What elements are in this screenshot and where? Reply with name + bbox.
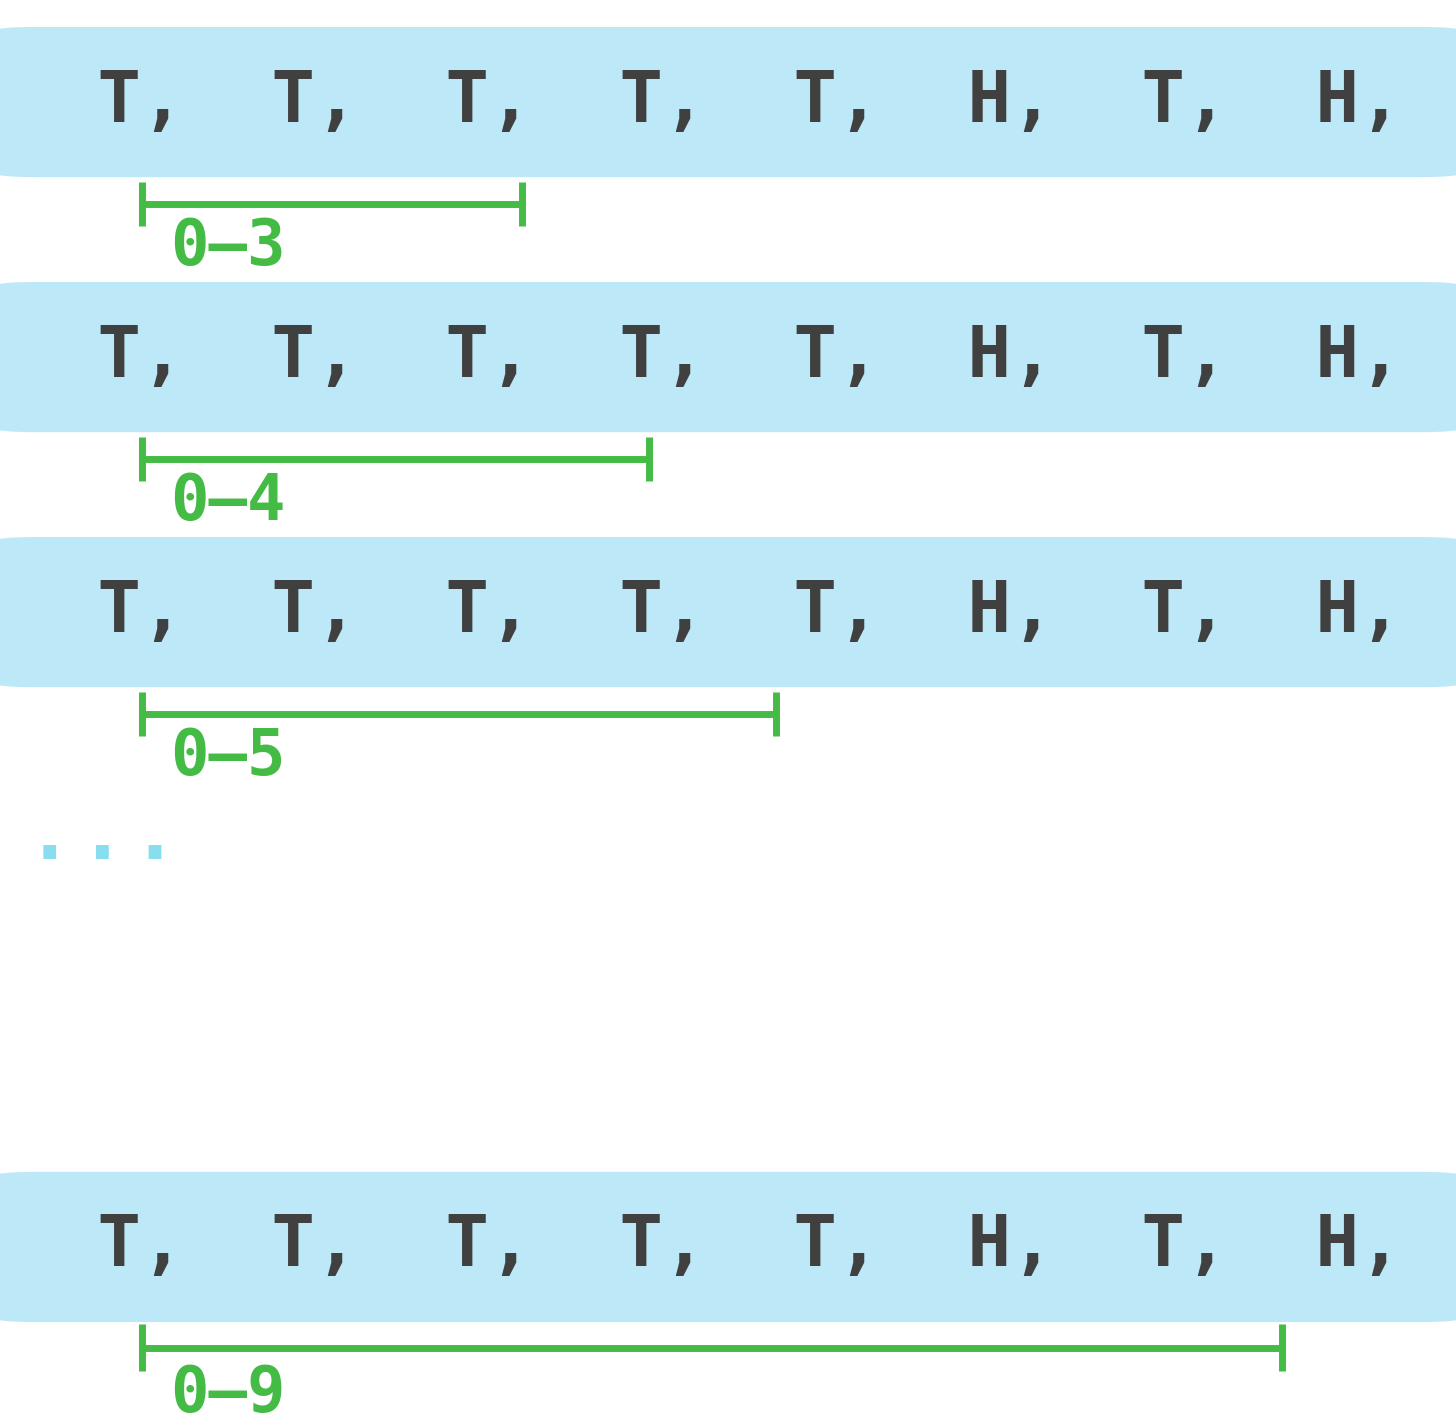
- FancyBboxPatch shape: [0, 27, 1456, 177]
- Text: [H,  T,  T,  T,  T,  T,  H,  T,  H,  H]: [H, T, T, T, T, T, H, T, H, H]: [0, 578, 1456, 646]
- Text: 0–9: 0–9: [170, 1363, 285, 1417]
- Text: . . .: . . .: [36, 805, 169, 874]
- Text: [H,  T,  T,  T,  T,  T,  H,  T,  H,  H]: [H, T, T, T, T, T, H, T, H, H]: [0, 1213, 1456, 1281]
- Text: [H,  T,  T,  T,  T,  T,  H,  T,  H,  H]: [H, T, T, T, T, T, H, T, H, H]: [0, 68, 1456, 136]
- Text: 0–4: 0–4: [170, 470, 285, 533]
- FancyBboxPatch shape: [0, 537, 1456, 687]
- FancyBboxPatch shape: [0, 1172, 1456, 1322]
- Text: 0–3: 0–3: [170, 215, 285, 278]
- FancyBboxPatch shape: [0, 282, 1456, 432]
- Text: [H,  T,  T,  T,  T,  T,  H,  T,  H,  H]: [H, T, T, T, T, T, H, T, H, H]: [0, 323, 1456, 391]
- Text: 0–5: 0–5: [170, 726, 285, 788]
